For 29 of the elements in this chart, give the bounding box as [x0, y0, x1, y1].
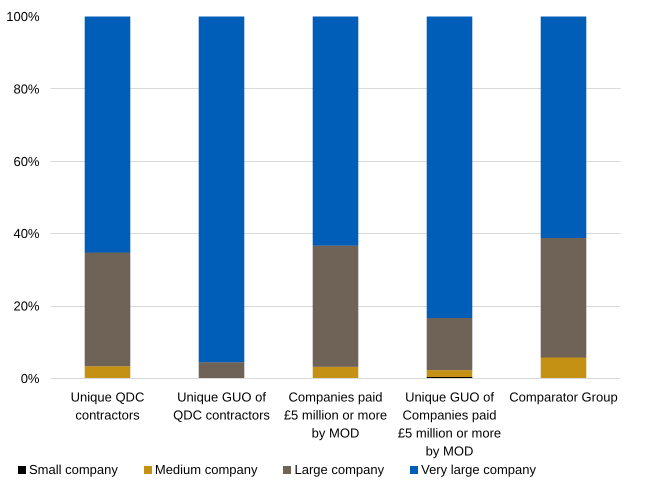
bar [540, 358, 586, 378]
x-tick-label: Unique QDC contractors [70, 390, 144, 422]
legend-label: Medium company [154, 462, 258, 477]
bar [426, 318, 472, 370]
y-tick-label: 60% [13, 154, 40, 169]
bar [84, 16, 130, 253]
y-tick-label: 20% [13, 298, 40, 314]
bar [426, 370, 472, 378]
legend-label: Large company [293, 462, 384, 477]
y-tick-label: 100% [6, 9, 40, 24]
bar [312, 246, 358, 367]
x-tick-label: Comparator Group [509, 390, 618, 404]
x-tick-label: Unique GUO of Companies paid £5 million or more by MOD [398, 390, 502, 458]
y-tick-label: 80% [13, 81, 40, 96]
y-tick-label: 40% [13, 226, 40, 242]
bar [312, 16, 358, 246]
bar [198, 362, 244, 378]
bar [426, 16, 472, 318]
x-tick-label: Unique GUO of QDC contractors [173, 390, 270, 422]
x-tick-label: Companies paid £5 million or more by MOD [284, 390, 388, 440]
bar [540, 16, 586, 238]
bar [312, 366, 358, 378]
bar [198, 16, 244, 362]
legend-label: Very large company [420, 462, 536, 477]
y-tick-label: 0% [20, 371, 40, 386]
bar [84, 366, 130, 378]
bar [84, 252, 130, 366]
legend-label: Small company [28, 462, 118, 477]
bar [540, 238, 586, 358]
